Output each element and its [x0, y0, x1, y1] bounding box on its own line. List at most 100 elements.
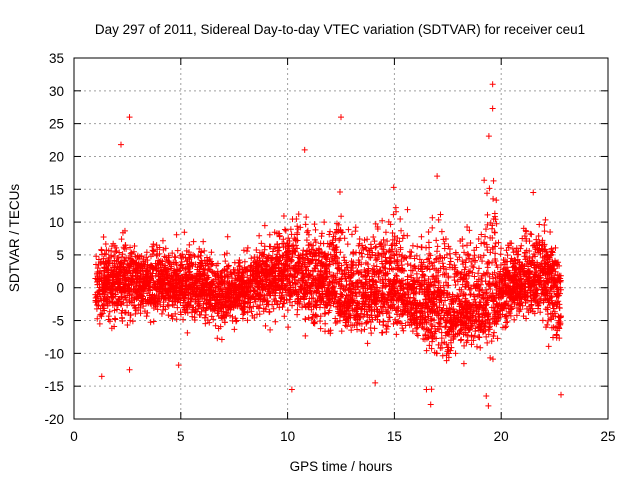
data-point — [321, 310, 328, 317]
data-point — [129, 318, 136, 325]
data-point — [494, 335, 501, 342]
data-point — [330, 284, 337, 291]
data-point — [485, 133, 492, 140]
data-point — [127, 317, 134, 324]
data-point — [327, 228, 334, 235]
data-point — [302, 332, 309, 339]
data-point — [96, 320, 103, 327]
data-point — [267, 326, 274, 333]
data-point — [180, 316, 187, 323]
data-point — [390, 184, 397, 191]
data-point — [491, 329, 498, 336]
data-point — [475, 236, 482, 243]
data-point — [495, 239, 502, 246]
data-point — [212, 322, 219, 329]
data-point — [317, 318, 324, 325]
data-point — [279, 303, 286, 310]
data-point — [484, 190, 491, 197]
data-point — [335, 265, 342, 272]
data-point — [224, 233, 231, 240]
data-point — [479, 258, 486, 265]
data-point — [174, 247, 181, 254]
data-point — [150, 318, 157, 325]
data-point — [294, 311, 301, 318]
data-point — [451, 309, 458, 316]
data-point — [111, 315, 118, 322]
data-point — [471, 332, 478, 339]
data-point — [282, 227, 289, 234]
data-point — [317, 268, 324, 275]
data-point — [206, 256, 213, 263]
data-point — [158, 310, 165, 317]
data-point — [423, 244, 430, 251]
data-point — [409, 242, 416, 249]
data-point — [221, 266, 228, 273]
data-point — [306, 295, 313, 302]
data-point — [475, 254, 482, 261]
data-point — [418, 233, 425, 240]
data-point — [149, 243, 156, 250]
data-point — [463, 278, 470, 285]
data-point — [484, 246, 491, 253]
data-point — [293, 215, 300, 222]
data-point — [541, 228, 548, 235]
data-point — [373, 243, 380, 250]
data-point — [414, 332, 421, 339]
data-point — [124, 322, 131, 329]
data-point — [150, 247, 157, 254]
data-point — [97, 311, 104, 318]
data-point — [382, 241, 389, 248]
data-point — [345, 226, 352, 233]
data-point — [531, 250, 538, 257]
data-point — [503, 298, 510, 305]
data-point — [404, 261, 411, 267]
data-point — [118, 236, 125, 243]
data-point — [261, 243, 268, 250]
data-point — [438, 228, 445, 235]
data-point — [458, 336, 465, 343]
data-point — [536, 221, 543, 228]
data-point — [542, 216, 549, 223]
data-point — [461, 342, 468, 349]
data-point — [508, 240, 515, 247]
data-point — [269, 254, 276, 261]
data-point — [329, 237, 336, 244]
data-point — [429, 338, 436, 345]
data-point — [475, 265, 482, 272]
data-point — [466, 286, 473, 293]
data-point — [511, 316, 518, 323]
data-point — [489, 356, 496, 363]
data-point — [428, 386, 435, 393]
data-point — [119, 251, 126, 258]
data-point — [93, 253, 100, 260]
data-point — [208, 249, 215, 256]
data-point — [488, 338, 495, 345]
data-point — [423, 347, 430, 354]
data-point — [358, 327, 365, 334]
data-point — [284, 307, 291, 314]
data-point — [254, 311, 261, 318]
data-point — [371, 238, 378, 245]
data-point — [469, 263, 476, 270]
data-point — [485, 316, 492, 323]
data-point — [390, 211, 397, 218]
data-point — [184, 329, 191, 336]
data-point — [460, 360, 467, 367]
data-point — [482, 233, 489, 240]
data-point — [434, 243, 441, 250]
data-point — [504, 318, 511, 325]
data-point — [132, 310, 139, 317]
data-point — [326, 269, 333, 276]
data-point — [173, 316, 180, 323]
data-point — [404, 206, 411, 213]
data-point — [463, 242, 470, 249]
data-point — [98, 247, 105, 254]
data-point — [106, 308, 113, 315]
data-point — [379, 217, 386, 224]
data-point — [372, 220, 379, 227]
data-point — [289, 302, 296, 309]
data-point — [491, 229, 498, 236]
data-point — [362, 259, 369, 266]
data-point — [340, 254, 347, 261]
data-point — [393, 331, 400, 338]
